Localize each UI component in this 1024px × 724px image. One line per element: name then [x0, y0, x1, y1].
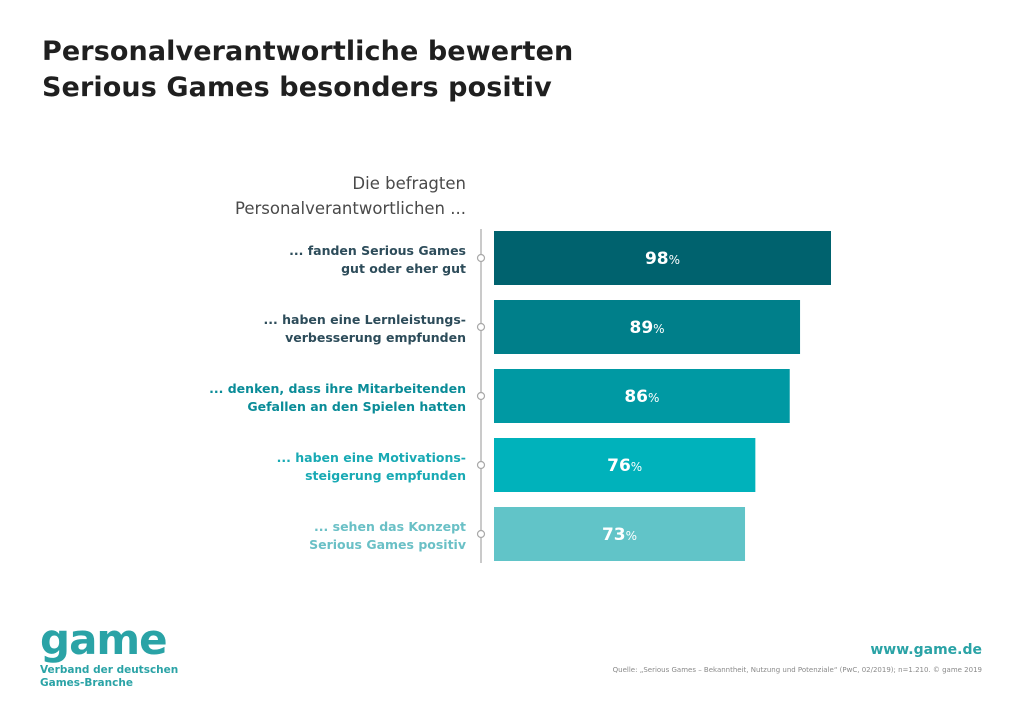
- logo-wordmark: game: [40, 615, 168, 664]
- axis-marker-4: [476, 460, 486, 470]
- category-label-3-line-1: ... denken, dass ihre Mitarbeitenden: [209, 381, 466, 396]
- bar-1: [494, 231, 831, 285]
- bar-2: [494, 300, 801, 354]
- logo-tagline-line-2: Games-Branche: [40, 677, 133, 689]
- page-title: Personalverantwortliche bewerten Serious…: [42, 34, 742, 106]
- title-line-1: Personalverantwortliche bewerten: [42, 36, 574, 67]
- category-label-2-line-2: verbesserung empfunden: [285, 330, 466, 345]
- chart-header-line-1: Die befragten: [352, 174, 466, 193]
- bar-4: [494, 438, 756, 492]
- category-label-5-line-1: ... sehen das Konzept: [314, 519, 466, 534]
- logo-tagline: Verband der deutschen Games-Branche: [40, 664, 178, 690]
- value-label-1: 98%: [645, 249, 680, 269]
- title-line-2: Serious Games besonders positiv: [42, 72, 552, 103]
- axis-marker-1: [476, 253, 486, 263]
- category-label-1-line-2: gut oder eher gut: [341, 261, 466, 276]
- website-link[interactable]: www.game.de: [870, 642, 982, 658]
- axis-marker-3: [476, 391, 486, 401]
- bar-5: [494, 507, 746, 561]
- axis-marker-2: [476, 322, 486, 332]
- chart-header-line-2: Personalverantwortlichen ...: [235, 199, 466, 218]
- value-label-2: 89%: [629, 318, 664, 338]
- category-label-1-line-1: ... fanden Serious Games: [289, 243, 466, 258]
- category-label-3-line-2: Gefallen an den Spielen hatten: [247, 399, 466, 414]
- category-label-5-line-2: Serious Games positiv: [309, 537, 466, 552]
- category-label-4-line-1: ... haben eine Motivations-: [277, 450, 466, 465]
- bar-3: [494, 369, 790, 423]
- value-label-5: 73%: [602, 525, 637, 545]
- logo-tagline-line-1: Verband der deutschen: [40, 664, 179, 676]
- category-label-4-line-2: steigerung empfunden: [305, 468, 466, 483]
- axis-marker-5: [476, 529, 486, 539]
- value-label-4: 76%: [607, 456, 642, 476]
- game-logo: game Verband der deutschen Games-Branche: [40, 618, 178, 690]
- category-label-2-line-1: ... haben eine Lernleistungs-: [264, 312, 466, 327]
- source-note: Quelle: „Serious Games – Bekanntheit, Nu…: [612, 666, 982, 674]
- value-label-3: 86%: [624, 387, 659, 407]
